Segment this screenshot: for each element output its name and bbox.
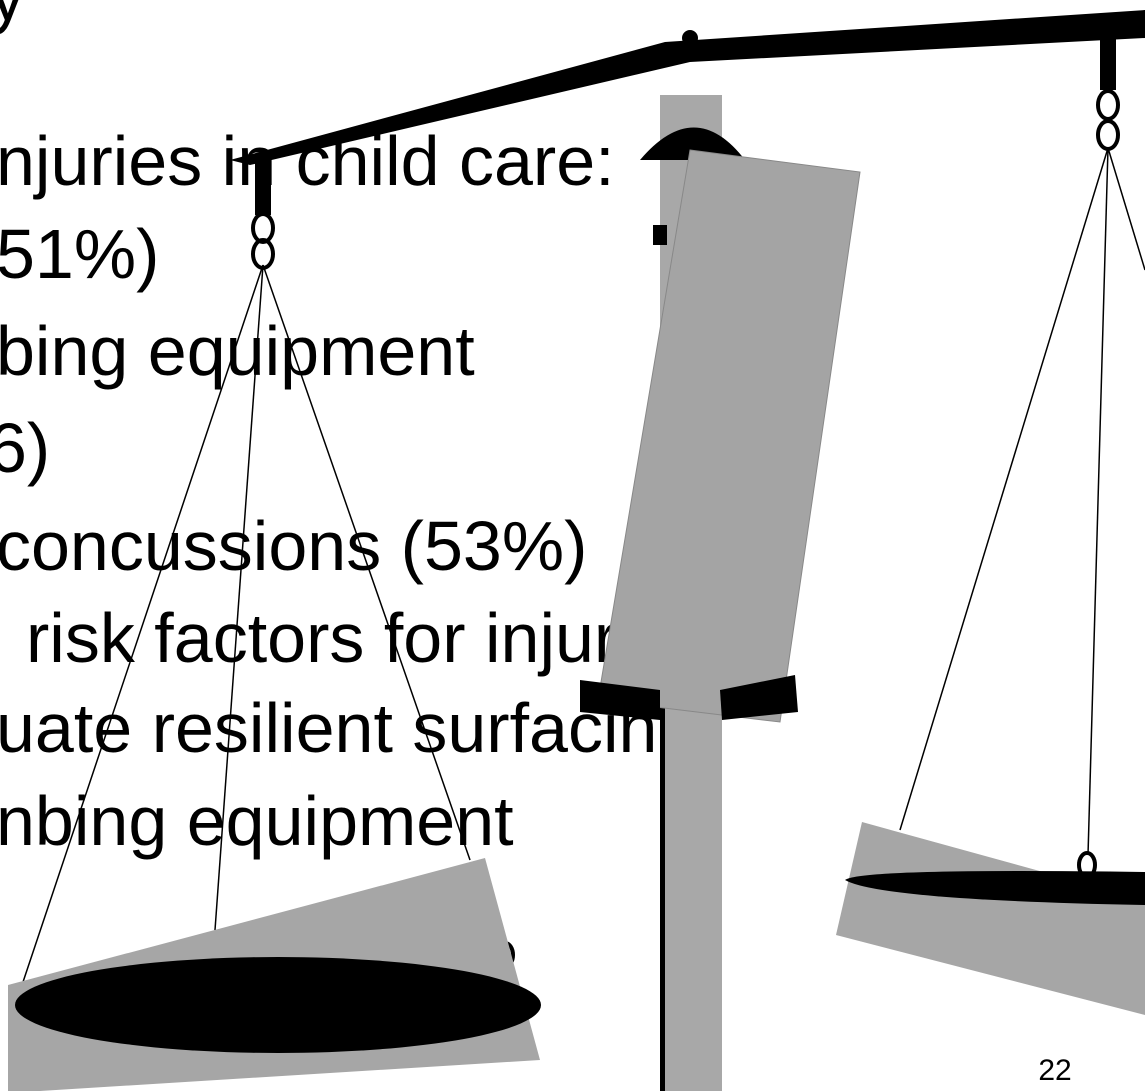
text-lines: y njuries in child care: 51%) bing equip… (0, 0, 767, 860)
text-line: 6) (0, 409, 50, 487)
scale-illustration (8, 10, 1145, 1091)
beam (230, 10, 1145, 165)
weight-base-left (580, 680, 660, 720)
weight-base-right (720, 675, 798, 720)
strings (21, 147, 1145, 986)
clip (653, 225, 667, 245)
text-line: bing equipment (0, 312, 475, 390)
left-pan-rim (15, 957, 541, 1053)
weight (597, 149, 861, 723)
text-line: njuries in child care: (0, 122, 615, 200)
left-hanger (255, 155, 271, 215)
page-number: 22 (1038, 1054, 1071, 1087)
text-line: concussions (53%) (0, 507, 587, 585)
pivot (640, 127, 745, 160)
right-pan-rim (845, 871, 1145, 905)
column-edge (660, 700, 665, 1091)
text-line: 51%) (0, 215, 159, 293)
right-pan (836, 822, 1145, 1015)
text-line: y (0, 0, 25, 35)
beam-knob (682, 30, 698, 46)
right-hanger (1100, 30, 1116, 90)
